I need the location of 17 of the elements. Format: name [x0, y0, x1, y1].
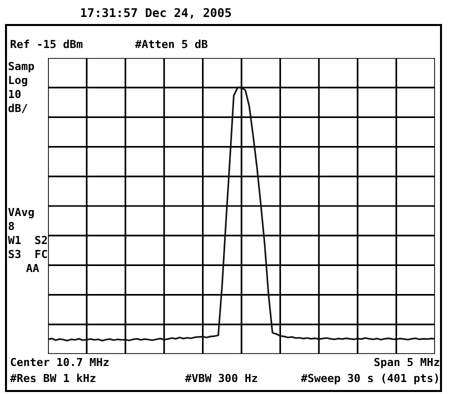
text: Samp — [8, 60, 34, 73]
chart-title: 17:31:57 Dec 24, 2005 — [80, 6, 232, 20]
text: 8 — [8, 220, 15, 233]
text: #Res BW 1 kHz — [10, 372, 96, 385]
text: Ref -15 dBm — [10, 38, 83, 51]
text: #Sweep 30 s (401 pts) — [300, 372, 440, 385]
text: 10 — [8, 88, 22, 101]
text: VAvg — [8, 206, 34, 219]
text: Log — [8, 74, 28, 87]
text: S3 FC — [8, 248, 48, 261]
text: Center 10.7 MHz — [10, 356, 110, 369]
text: AA — [26, 262, 40, 275]
text: W1 S2 — [8, 234, 48, 247]
text: #VBW 300 Hz — [185, 372, 258, 385]
text: Span 5 MHz — [374, 356, 440, 369]
text: dB/ — [8, 102, 28, 115]
text: #Atten 5 dB — [135, 38, 208, 51]
